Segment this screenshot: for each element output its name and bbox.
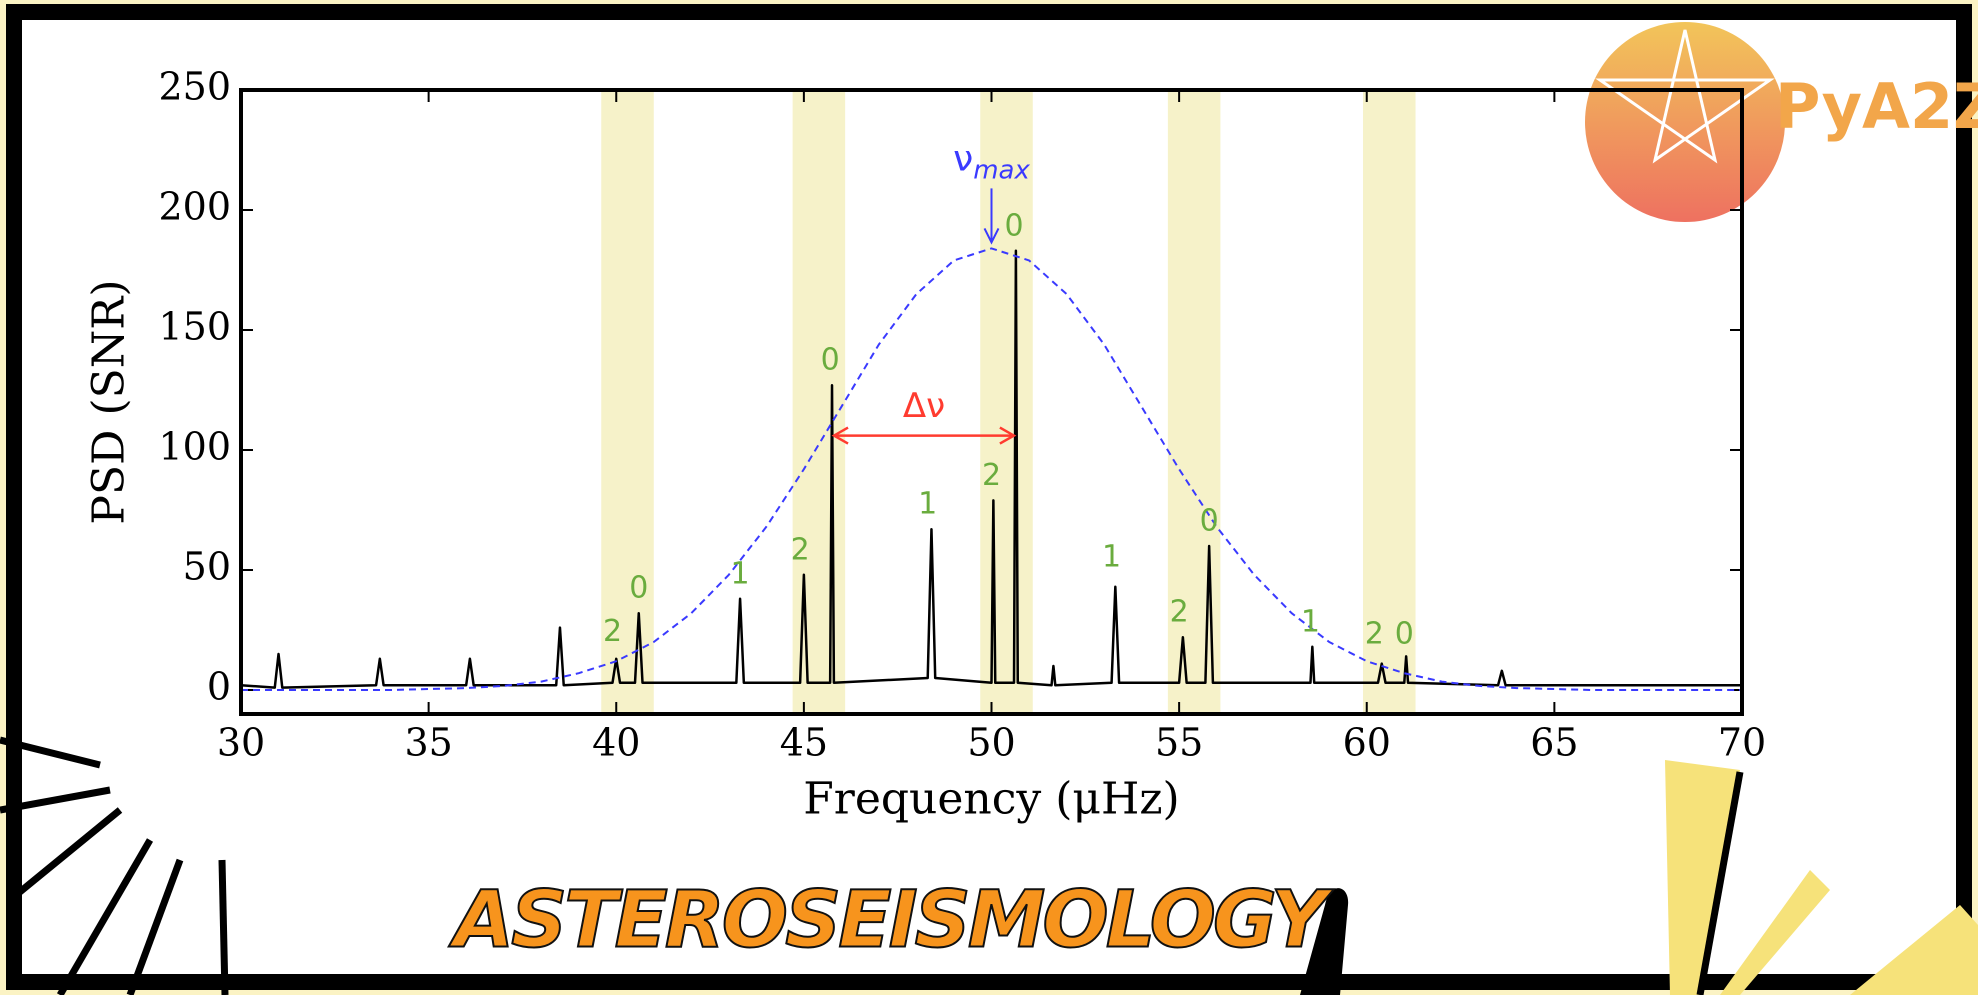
mode-label: 0	[1200, 504, 1219, 539]
y-tick-label: 50	[183, 545, 231, 589]
mode-band	[980, 90, 1033, 714]
burst-right	[1850, 905, 1978, 995]
burst-left	[0, 736, 229, 995]
spectrum-line	[240, 249, 1742, 689]
burst-right	[1665, 760, 1740, 995]
x-axis-label: Frequency (μHz)	[803, 774, 1179, 825]
mode-band	[1362, 90, 1416, 714]
delta-nu-arrowhead	[831, 426, 849, 445]
mode-label: 0	[1395, 616, 1414, 651]
numax-subscript: max	[973, 155, 1030, 185]
mode-label: 0	[1004, 208, 1023, 243]
y-tick-label: 250	[158, 65, 231, 109]
numax-symbol: ν	[953, 138, 973, 179]
x-tick-label: 45	[780, 721, 828, 765]
mode-label: 2	[982, 458, 1001, 493]
decoration-blob	[1300, 888, 1349, 995]
logo-star	[1595, 29, 1775, 164]
mode-band	[792, 90, 846, 714]
numax-arrowhead	[983, 227, 1000, 245]
mode-label: 0	[821, 343, 840, 378]
mode-label: 0	[629, 571, 648, 606]
y-axis-label: PSD (SNR)	[84, 279, 135, 524]
burst-right-line	[1696, 771, 1744, 995]
x-tick-label: 55	[1155, 721, 1203, 765]
x-tick-label: 40	[592, 721, 640, 765]
x-tick-label: 65	[1530, 721, 1578, 765]
x-tick-label: 50	[967, 721, 1015, 765]
delta-nu-label: Δν	[903, 386, 945, 426]
banner-title: ASTEROSEISMOLOGY	[448, 875, 1335, 965]
y-tick-label: 100	[158, 425, 231, 469]
x-tick-label: 70	[1718, 721, 1766, 765]
logo-circle	[1585, 22, 1785, 222]
plot: 30 35 40 45 50 55 60 65 70050100150200250Frequen…	[84, 65, 1767, 825]
mode-label: 2	[603, 614, 622, 649]
plot-frame	[239, 88, 1744, 716]
y-tick-label: 200	[158, 185, 231, 229]
model-curve	[241, 247, 1742, 691]
mode-label: 1	[1102, 540, 1121, 575]
mode-label: 2	[1365, 616, 1384, 651]
mode-label: 1	[918, 487, 937, 522]
numax-label: νmax	[953, 138, 1030, 185]
mode-label: 1	[731, 556, 750, 591]
logo-text: PyA2Z	[1775, 70, 1978, 143]
x-tick-label: 60	[1343, 721, 1391, 765]
y-tick-label: 150	[158, 305, 231, 349]
x-tick-label: 35	[404, 721, 452, 765]
burst-right	[1720, 870, 1830, 995]
mode-label: 2	[791, 532, 810, 567]
x-tick-label: 30	[217, 721, 265, 765]
mode-label: 2	[1170, 595, 1189, 630]
mode-band	[601, 90, 654, 714]
delta-nu-arrowhead	[999, 426, 1017, 445]
y-tick-label: 0	[207, 665, 231, 709]
mode-label: 1	[1301, 604, 1320, 639]
